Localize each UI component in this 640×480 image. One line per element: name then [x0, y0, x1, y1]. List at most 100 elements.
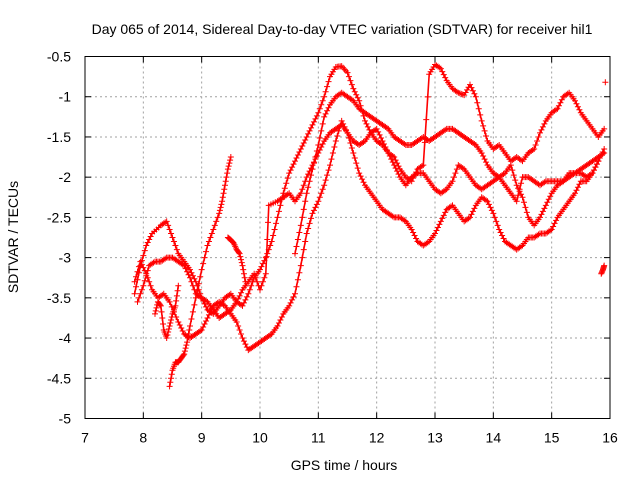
data-point	[493, 218, 500, 225]
data-point	[534, 137, 541, 144]
data-point	[439, 215, 446, 222]
data-point	[555, 102, 562, 109]
data-point	[356, 170, 363, 177]
data-point	[325, 167, 332, 174]
data-point	[297, 222, 304, 229]
data-point	[172, 242, 179, 249]
data-point	[168, 375, 175, 382]
data-point	[337, 122, 344, 129]
data-point	[437, 218, 444, 225]
data-point	[589, 170, 596, 177]
data-point	[166, 298, 173, 305]
data-point	[313, 112, 320, 119]
data-point	[134, 298, 141, 305]
data-point	[348, 145, 355, 152]
data-point	[160, 320, 167, 327]
data-point	[500, 171, 507, 178]
data-point	[141, 247, 148, 254]
data-point	[321, 93, 328, 100]
data-point	[159, 314, 166, 321]
data-point	[532, 141, 539, 148]
data-point	[143, 242, 150, 249]
data-point	[410, 229, 417, 236]
data-point	[316, 194, 323, 201]
data-point	[478, 117, 485, 124]
data-point	[513, 198, 520, 205]
data-point	[401, 217, 408, 224]
data-point	[294, 276, 301, 283]
data-point	[236, 292, 243, 299]
data-point	[303, 174, 310, 181]
data-point	[165, 326, 172, 333]
data-point	[483, 197, 490, 204]
data-point	[257, 266, 263, 273]
data-point	[332, 137, 339, 144]
data-point	[226, 160, 233, 167]
data-point	[150, 259, 157, 266]
data-point	[179, 328, 186, 335]
data-point	[448, 203, 455, 210]
data-point	[265, 219, 272, 226]
data-point	[573, 187, 580, 194]
data-point	[592, 164, 599, 171]
data-point	[308, 124, 315, 131]
data-point	[287, 167, 294, 174]
y-tick-label: -2.5	[47, 209, 71, 225]
data-point	[153, 304, 160, 311]
data-point	[436, 64, 443, 71]
data-point	[564, 90, 571, 97]
data-point	[481, 156, 488, 163]
data-point	[305, 184, 312, 191]
data-point	[172, 302, 179, 309]
data-point	[235, 295, 242, 302]
data-point	[312, 115, 319, 122]
data-point	[331, 144, 338, 150]
data-point	[383, 124, 390, 131]
y-tick-label: -5	[59, 411, 72, 427]
data-point	[204, 242, 211, 249]
data-point	[168, 316, 175, 323]
y-tick-label: -0.5	[47, 49, 71, 65]
data-point	[497, 229, 504, 236]
data-point	[310, 118, 317, 125]
data-point	[235, 249, 242, 256]
data-point	[133, 273, 140, 280]
data-point	[219, 194, 226, 201]
data-point	[538, 126, 545, 133]
data-point	[163, 335, 170, 342]
data-point	[324, 107, 331, 114]
data-point	[138, 286, 145, 293]
data-point	[461, 92, 468, 99]
data-point	[182, 265, 189, 272]
data-point	[293, 155, 300, 162]
data-point	[494, 142, 501, 149]
data-point	[467, 81, 473, 88]
data-point	[471, 140, 478, 147]
series-track-3	[134, 121, 608, 321]
data-point	[302, 136, 309, 143]
data-point	[263, 253, 270, 260]
data-point	[432, 230, 438, 237]
data-point	[375, 128, 382, 135]
data-point	[261, 274, 268, 281]
data-point	[364, 123, 371, 130]
data-point	[283, 180, 290, 187]
data-point	[327, 162, 333, 169]
series-line	[168, 156, 232, 388]
data-point	[491, 214, 498, 221]
data-point	[166, 383, 173, 390]
data-point	[185, 271, 192, 278]
data-point	[385, 150, 392, 157]
data-point	[434, 224, 441, 231]
data-point	[322, 177, 329, 184]
data-point	[602, 79, 609, 86]
data-point	[453, 166, 460, 173]
data-point	[203, 317, 210, 324]
data-point	[235, 322, 242, 329]
data-point	[216, 207, 223, 214]
data-point	[424, 93, 431, 100]
data-point	[324, 83, 331, 90]
data-point	[287, 299, 294, 306]
data-point	[238, 289, 245, 296]
